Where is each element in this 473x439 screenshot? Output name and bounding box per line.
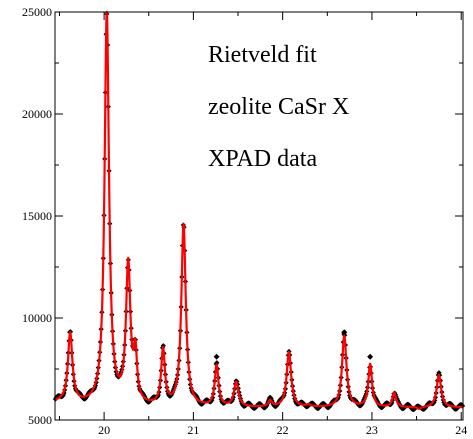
x-tick-label: 23 — [366, 423, 378, 437]
observed-point — [341, 329, 348, 336]
observed-point — [367, 353, 374, 360]
y-tick-label: 25000 — [22, 5, 52, 19]
x-tick-label: 24 — [455, 423, 467, 437]
x-tick-label: 21 — [187, 423, 199, 437]
calculated-fit-line — [54, 10, 464, 410]
axis-ticks: 20 21 22 23 24 5000 10000 15000 20000 25000 — [22, 5, 467, 437]
x-tick-label: 20 — [98, 423, 110, 437]
observed-point — [214, 360, 220, 366]
y-tick-label: 20000 — [22, 107, 52, 121]
y-tick-label: 10000 — [22, 311, 52, 325]
annotation-line-3: XPAD data — [208, 146, 317, 172]
annotation-line-1: Rietveld fit — [208, 42, 317, 68]
x-tick-label: 22 — [277, 423, 289, 437]
annotation-line-2: zeolite CaSr X — [208, 94, 349, 120]
observed-point — [213, 353, 220, 360]
y-tick-label: 5000 — [28, 413, 52, 427]
data-layer — [52, 10, 466, 413]
y-tick-label: 15000 — [22, 209, 52, 223]
